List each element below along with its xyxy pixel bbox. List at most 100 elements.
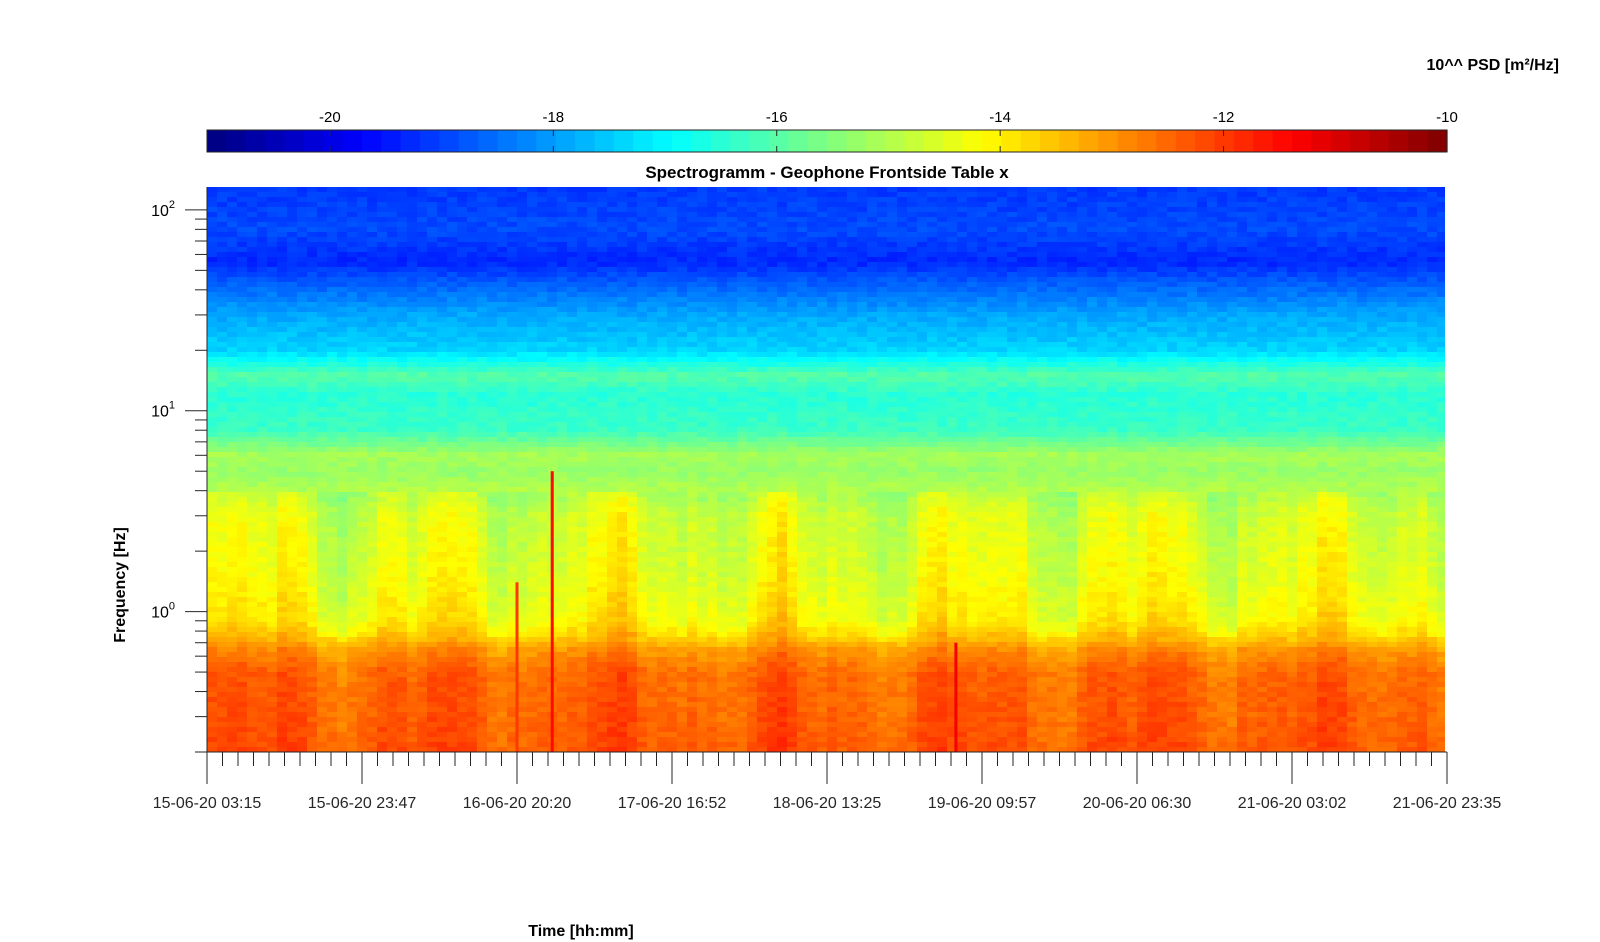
heatmap-cell [937,227,948,233]
heatmap-cell [307,287,318,293]
heatmap-cell [847,342,858,348]
heatmap-cell [367,327,378,333]
heatmap-cell [927,192,938,198]
heatmap-cell [387,362,398,368]
colorbar-step [788,130,809,152]
heatmap-cell [1307,332,1318,338]
heatmap-cell [1147,352,1158,358]
heatmap-cell [407,317,418,323]
heatmap-cell [1227,367,1238,373]
heatmap-cell [357,287,368,293]
heatmap-cell [837,267,848,273]
heatmap-cell [637,187,648,193]
heatmap-cell [827,317,838,323]
heatmap-cell [1397,292,1408,298]
heatmap-cell [447,372,458,378]
heatmap-cell [597,267,608,273]
heatmap-cell [337,312,348,318]
heatmap-cell [517,252,528,258]
heatmap-cell [297,357,308,363]
heatmap-cell [257,217,268,223]
heatmap-cell [1007,257,1018,263]
heatmap-cell [1247,302,1258,308]
heatmap-cell [257,237,268,243]
heatmap-cell [937,332,948,338]
heatmap-cell [1197,367,1208,373]
heatmap-cell [677,202,688,208]
heatmap-cell [1277,342,1288,348]
heatmap-cell [977,237,988,243]
heatmap-cell [997,322,1008,328]
heatmap-cell [1137,377,1148,383]
heatmap-cell [277,297,288,303]
heatmap-cell [227,267,238,273]
heatmap-cell [1297,332,1308,338]
heatmap-cell [377,312,388,318]
heatmap-cell [677,352,688,358]
heatmap-cell [377,347,388,353]
heatmap-cell [1017,242,1028,248]
heatmap-cell [1147,317,1158,323]
heatmap-cell [1137,202,1148,208]
heatmap-cell [217,227,228,233]
heatmap-cell [997,212,1008,218]
heatmap-cell [1357,332,1368,338]
heatmap-cell [817,357,828,363]
heatmap-cell [1237,302,1248,308]
heatmap-cell [997,327,1008,333]
heatmap-cell [887,332,898,338]
heatmap-cell [847,247,858,253]
heatmap-cell [257,262,268,268]
heatmap-cell [717,327,728,333]
heatmap-cell [367,217,378,223]
heatmap-cell [1327,192,1338,198]
heatmap-cell [957,202,968,208]
heatmap-cell [1347,377,1358,383]
heatmap-cell [597,327,608,333]
heatmap-cell [537,367,548,373]
heatmap-cell [1337,197,1348,203]
heatmap-cell [1387,247,1398,253]
heatmap-cell [1197,282,1208,288]
heatmap-cell [907,222,918,228]
heatmap-cell [947,227,958,233]
heatmap-cell [707,252,718,258]
heatmap-cell [557,332,568,338]
heatmap-cell [1167,187,1178,193]
heatmap-cell [1017,287,1028,293]
heatmap-cell [817,282,828,288]
heatmap-cell [1227,302,1238,308]
heatmap-cell [227,187,238,193]
heatmap-cell [1397,252,1408,258]
heatmap-cell [597,352,608,358]
heatmap-cell [327,267,338,273]
heatmap-cell [1127,227,1138,233]
heatmap-cell [577,217,588,223]
heatmap-cell [457,347,468,353]
heatmap-cell [1417,357,1428,363]
heatmap-cell [647,312,658,318]
colorbar-step [1388,130,1409,152]
heatmap-cell [387,337,398,343]
heatmap-cell [867,192,878,198]
heatmap-cell [1437,187,1445,193]
heatmap-cell [287,262,298,268]
heatmap-cell [1407,312,1418,318]
heatmap-cell [1137,282,1148,288]
heatmap-cell [497,217,508,223]
heatmap-cell [1137,317,1148,323]
heatmap-cell [1137,332,1148,338]
heatmap-cell [747,227,758,233]
heatmap-cell [247,352,258,358]
heatmap-cell [1077,282,1088,288]
heatmap-cell [277,307,288,313]
heatmap-cell [1097,222,1108,228]
heatmap-cell [607,362,618,368]
heatmap-cell [257,312,268,318]
heatmap-cell [907,287,918,293]
heatmap-cell [447,272,458,278]
heatmap-cell [967,347,978,353]
heatmap-cell [1177,332,1188,338]
heatmap-cell [837,342,848,348]
heatmap-cell [677,357,688,363]
